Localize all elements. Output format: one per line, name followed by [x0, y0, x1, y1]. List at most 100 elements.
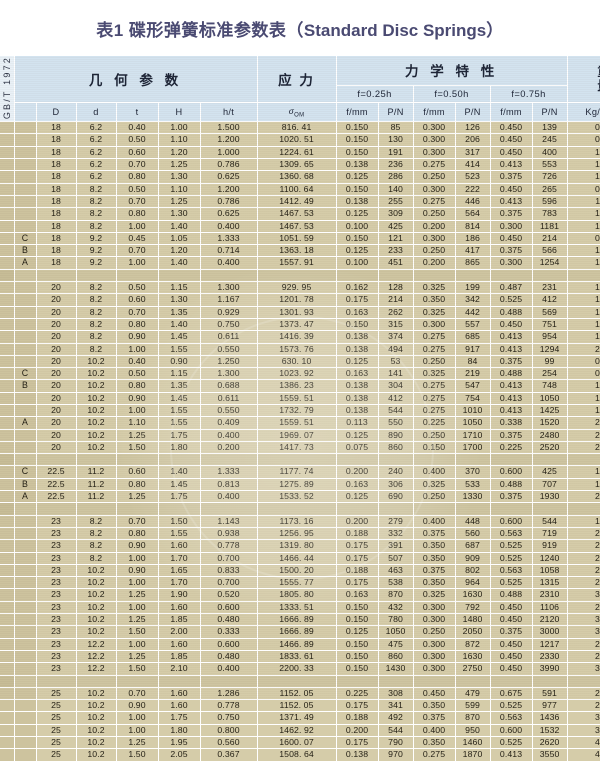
cell-sigma: 1969. 07: [257, 429, 337, 442]
table-row[interactable]: 20 8.2 0.50 1.15 1.300 929. 95 0.162 128 0.325 19…: [0, 281, 600, 295]
cell-f3: 0.450: [490, 601, 533, 615]
cell-f2: 0.300: [413, 613, 456, 627]
cell-p1: 1050: [378, 625, 414, 639]
header-group-mechanical: 力 学 特 性: [336, 56, 568, 86]
table-row[interactable]: 25 10.2 1.50 2.05 0.367 1508. 64 0.138 970 0.275…: [0, 748, 600, 762]
cell-f2: 0.275: [413, 195, 456, 209]
table-row[interactable]: 23 12.2 1.25 1.85 0.480 1833. 61 0.150 860 0.300…: [0, 650, 600, 664]
cell-f2: 0.300: [413, 662, 456, 676]
table-row[interactable]: 20 8.2 1.00 1.55 0.550 1573. 76 0.138 494 0.275 9…: [0, 343, 600, 356]
cell-D: 25: [36, 748, 77, 762]
cell-class-group: [14, 736, 37, 750]
table-row[interactable]: 25 10.2 1.25 1.95 0.560 1600. 07 0.175 790 0.350…: [0, 736, 600, 750]
cell-p2: 865: [455, 256, 491, 270]
table-row[interactable]: 23 10.2 0.90 1.65 0.833 1500. 20 0.188 463 0.375…: [0, 564, 600, 578]
table-row[interactable]: 18 6.2 0.80 1.30 0.625 1360. 68 0.125 286 0.250 5…: [0, 170, 600, 184]
cell-d: 8.2: [76, 207, 117, 221]
cell-t: 1.00: [116, 343, 159, 356]
cell-H: 2.00: [158, 625, 201, 639]
table-row[interactable]: 23 8.2 0.90 1.60 0.778 1319. 80 0.175 391 0.350 6…: [0, 539, 600, 553]
cell-p1: 286: [378, 170, 414, 184]
cell-ht: 1.300: [200, 281, 258, 295]
table-row[interactable]: 20 10.2 1.00 1.55 0.550 1732. 79 0.138 544 0.275…: [0, 404, 600, 418]
table-row[interactable]: 18 6.2 0.60 1.20 1.000 1224. 61 0.150 191 0.300 3…: [0, 146, 600, 160]
table-row[interactable]: 20 10.2 1.50 1.80 0.200 1417. 73 0.075 860 0.150…: [0, 441, 600, 455]
table-row[interactable]: 18 6.2 0.50 1.10 1.200 1020. 51 0.150 130 0.300 2…: [0, 133, 600, 147]
cell-kg: 2.93: [567, 650, 600, 664]
table-row[interactable]: 23 10.2 1.00 1.60 0.600 1333. 51 0.150 432 0.300…: [0, 601, 600, 615]
table-row[interactable]: 23 8.2 1.00 1.70 0.700 1466. 44 0.175 507 0.350 9…: [0, 552, 600, 565]
table-row[interactable]: 18 8.2 1.00 1.40 0.400 1467. 53 0.100 425 0.200 8…: [0, 220, 600, 233]
separator-cell: [413, 675, 456, 688]
cell-d: 10.2: [76, 355, 117, 369]
table-row[interactable]: B 20 10.2 0.80 1.35 0.688 1386. 23 0.138 304 0.27…: [0, 379, 600, 393]
cell-d: 8.2: [76, 195, 117, 209]
table-row[interactable]: 23 10.2 1.25 1.85 0.480 1666. 89 0.150 780 0.300…: [0, 613, 600, 627]
cell-d: 8.2: [76, 293, 117, 307]
table-row[interactable]: 20 10.2 0.40 0.90 1.250 630. 10 0.125 53 0.250 84…: [0, 355, 600, 369]
cell-ht: 0.813: [200, 478, 258, 492]
sigma-symbol: σ: [288, 105, 295, 116]
cell-kg: 1.03: [567, 244, 600, 258]
cell-class-group: [14, 527, 37, 541]
cell-f3: 0.413: [490, 195, 533, 209]
cell-t: 0.50: [116, 281, 159, 295]
standard-label-spacer: [0, 256, 15, 270]
table-row[interactable]: 20 8.2 0.70 1.35 0.929 1301. 93 0.163 262 0.325 4…: [0, 306, 600, 319]
table-row[interactable]: 18 8.2 0.80 1.30 0.625 1467. 53 0.125 309 0.250 5…: [0, 207, 600, 221]
table-row[interactable]: 23 12.2 1.50 2.10 0.400 2200. 33 0.150 1430 0.30…: [0, 662, 600, 676]
table-row[interactable]: 23 10.2 1.00 1.70 0.700 1555. 77 0.175 538 0.350…: [0, 576, 600, 590]
cell-p3: 139: [532, 121, 568, 135]
table-row[interactable]: 20 8.2 0.60 1.30 1.167 1201. 78 0.175 214 0.350 3…: [0, 293, 600, 307]
table-row[interactable]: 18 8.2 0.70 1.25 0.786 1412. 49 0.138 255 0.275 4…: [0, 195, 600, 209]
separator-cell: [532, 502, 568, 516]
table-row[interactable]: 23 12.2 1.00 1.60 0.600 1466. 89 0.150 475 0.300…: [0, 638, 600, 651]
cell-d: 9.2: [76, 244, 117, 258]
table-row[interactable]: 25 10.2 0.70 1.60 1.286 1152. 05 0.225 308 0.450…: [0, 687, 600, 701]
table-row[interactable]: A 20 10.2 1.10 1.55 0.409 1559. 51 0.113 550 0.22…: [0, 416, 600, 430]
cell-t: 0.40: [116, 121, 159, 135]
table-row[interactable]: 18 6.2 0.70 1.25 0.786 1309. 65 0.138 236 0.275 4…: [0, 158, 600, 172]
table-row[interactable]: 25 10.2 1.00 1.75 0.750 1371. 49 0.188 492 0.375…: [0, 711, 600, 725]
table-row[interactable]: 25 10.2 0.90 1.60 0.778 1152. 05 0.175 341 0.350…: [0, 699, 600, 713]
table-row[interactable]: 20 8.2 0.80 1.40 0.750 1373. 47 0.150 315 0.300 5…: [0, 318, 600, 332]
cell-H: 1.50: [158, 515, 201, 528]
cell-ht: 0.480: [200, 613, 258, 627]
table-row[interactable]: A 18 9.2 1.00 1.40 0.400 1557. 91 0.100 451 0.200…: [0, 256, 600, 270]
table-row[interactable]: 18 6.2 0.40 1.00 1.500 816. 41 0.150 85 0.300 126…: [0, 121, 600, 135]
cell-sigma: 1360. 68: [257, 170, 337, 184]
cell-sigma: 1051. 59: [257, 232, 337, 246]
cell-f1: 0.175: [336, 699, 379, 713]
table-row[interactable]: 23 10.2 1.50 2.00 0.333 1666. 89 0.125 1050 0.25…: [0, 625, 600, 639]
cell-sigma: 1508. 64: [257, 748, 337, 762]
table-row[interactable]: 23 8.2 0.80 1.55 0.938 1256. 95 0.188 332 0.375 5…: [0, 527, 600, 541]
table-row[interactable]: B 22.5 11.2 0.80 1.45 0.813 1275. 89 0.163 306 0.…: [0, 478, 600, 492]
cell-class-group: B: [14, 379, 37, 393]
cell-t: 1.00: [116, 711, 159, 725]
cell-p3: 2310: [532, 588, 568, 602]
cell-p1: 475: [378, 638, 414, 651]
table-row[interactable]: 20 8.2 0.90 1.45 0.611 1416. 39 0.138 374 0.275 6…: [0, 330, 600, 344]
table-row[interactable]: 23 10.2 1.25 1.90 0.520 1805. 80 0.163 870 0.325…: [0, 588, 600, 602]
table-row[interactable]: C 18 9.2 0.45 1.05 1.333 1051. 59 0.150 121 0.300…: [0, 232, 600, 246]
table-row[interactable]: 18 8.2 0.50 1.10 1.200 1100. 64 0.150 140 0.300 2…: [0, 183, 600, 196]
cell-ht: 1.333: [200, 465, 258, 479]
table-row[interactable]: 20 10.2 1.25 1.75 0.400 1969. 07 0.125 890 0.250…: [0, 429, 600, 442]
cell-kg: 1.44: [567, 306, 600, 319]
cell-t: 1.00: [116, 576, 159, 590]
cell-p1: 507: [378, 552, 414, 565]
cell-D: 25: [36, 711, 77, 725]
cell-d: 10.2: [76, 699, 117, 713]
cell-p2: 909: [455, 552, 491, 565]
cell-D: 25: [36, 699, 77, 713]
table-row[interactable]: C 20 10.2 0.50 1.15 1.300 1023. 92 0.163 141 0.32…: [0, 367, 600, 381]
cell-sigma: 1152. 05: [257, 699, 337, 713]
table-row[interactable]: B 18 9.2 0.70 1.20 0.714 1363. 18 0.125 233 0.250…: [0, 244, 600, 258]
table-row[interactable]: 20 10.2 0.90 1.45 0.611 1559. 51 0.138 412 0.275…: [0, 392, 600, 406]
table-row[interactable]: 23 8.2 0.70 1.50 1.143 1173. 16 0.200 279 0.400 4…: [0, 515, 600, 528]
standard-label-spacer: [0, 133, 15, 147]
cell-D: 23: [36, 662, 77, 676]
table-row[interactable]: A 22.5 11.2 1.25 1.75 0.400 1533. 52 0.125 690 0.…: [0, 490, 600, 504]
table-row[interactable]: C 22.5 11.2 0.60 1.40 1.333 1177. 74 0.200 240 0.…: [0, 465, 600, 479]
table-row[interactable]: 25 10.2 1.00 1.80 0.800 1462. 92 0.200 544 0.400…: [0, 724, 600, 738]
